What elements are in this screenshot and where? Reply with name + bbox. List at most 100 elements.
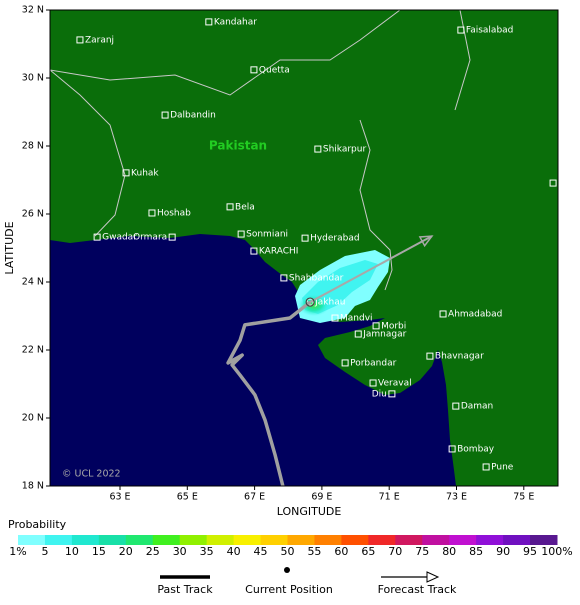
scale-label: 35 (200, 545, 214, 558)
place-label: Jaipur (557, 179, 580, 189)
scale-swatch (125, 535, 154, 545)
place-marker (331, 314, 339, 322)
scale-label: 5 (41, 545, 48, 558)
place-label: Sonmiani (246, 230, 288, 240)
tracks (226, 235, 434, 486)
scale-label: 100% (541, 545, 572, 558)
place-marker (314, 145, 322, 153)
axes: 63 E 65 E 67 E 69 E 71 E 73 E 75 E 32 N 30 N 28 N… (22, 5, 535, 503)
x-tick-label: 67 E (244, 492, 265, 503)
place-label: Bhavnagar (435, 352, 484, 362)
scale-swatch (395, 535, 423, 545)
scale-label: 25 (146, 545, 160, 558)
scale-label: 20 (119, 545, 133, 558)
past-track-label: Past Track (157, 583, 213, 596)
place-label: Gwadar (102, 233, 137, 243)
place-label: Dalbandin (170, 111, 216, 121)
place-label: Diu (372, 389, 387, 399)
scale-label: 65 (361, 545, 375, 558)
place-marker (226, 203, 234, 211)
y-tick-label: 20 N (22, 413, 44, 424)
place-marker (549, 179, 557, 187)
scale-label: 75 (415, 545, 429, 558)
probability-swath-core (298, 294, 330, 316)
place-marker (482, 463, 490, 471)
place-marker (237, 230, 245, 238)
scale-swatch (71, 535, 100, 545)
scale-swatch (341, 535, 369, 545)
country-label: Pakistan (209, 139, 267, 153)
scale-label: 95 (523, 545, 537, 558)
place-label: Faisalabad (466, 26, 514, 36)
place-marker (426, 352, 434, 360)
place-marker (250, 247, 258, 255)
place-label: Zaranj (85, 35, 114, 45)
y-tick-label: 30 N (22, 73, 44, 84)
copyright: © UCL 2022 (62, 469, 121, 480)
scale-swatch (287, 535, 315, 545)
current-position-label: Current Position (245, 583, 333, 596)
place-marker (93, 233, 101, 241)
scale-swatch (44, 535, 73, 545)
place-marker (250, 66, 258, 74)
place-marker (76, 36, 84, 44)
place-marker (148, 209, 156, 217)
scale-label: 80 (442, 545, 456, 558)
place-marker (457, 26, 465, 34)
place-marker (168, 233, 176, 241)
scale-swatch (449, 535, 477, 545)
current-position (305, 297, 315, 307)
place-label: Shikarpur (323, 145, 367, 155)
track-legend: Past Track Current Position Forecast Tra… (157, 567, 457, 596)
scale-swatch (179, 535, 208, 545)
place-label: Ormara (133, 233, 167, 243)
x-tick-label: 71 E (379, 492, 400, 503)
place-label: Porbandar (350, 358, 396, 368)
x-tick-label: 65 E (177, 492, 198, 503)
scale-swatch (18, 535, 46, 545)
scale-swatch (260, 535, 288, 545)
scale-label: 70 (388, 545, 402, 558)
x-tick-label: 73 E (446, 492, 467, 503)
forecast-arrowhead-swatch (426, 571, 440, 583)
place-marker (448, 445, 456, 453)
scale-swatch (503, 535, 531, 545)
place-marker (341, 359, 349, 367)
scale-label: 60 (334, 545, 348, 558)
place-label: Kandahar (214, 17, 257, 27)
place-label: Mandvi (340, 314, 373, 324)
y-tick-label: 32 N (22, 5, 44, 16)
scale-swatch (206, 535, 235, 545)
scale-label: 30 (173, 545, 187, 558)
scale-label: 40 (227, 545, 241, 558)
x-tick-label: 63 E (109, 492, 130, 503)
place-label: Bela (235, 202, 255, 212)
y-tick-label: 18 N (22, 481, 44, 492)
places: Kandahar Zaranj Faisalabad Quetta Dalbandin S… (76, 17, 580, 472)
map-frame (49, 9, 559, 487)
place-label: Bombay (457, 444, 495, 454)
y-axis-title: LATITUDE (3, 221, 16, 274)
place-label: Kuhak (131, 168, 159, 178)
place-marker (372, 322, 380, 330)
sea (50, 234, 456, 486)
place-label: Quetta (259, 65, 290, 75)
place-label: Jakhau (314, 298, 345, 308)
place-marker (205, 18, 213, 26)
y-tick-label: 28 N (22, 141, 44, 152)
scale-title: Probability (8, 518, 67, 531)
place-marker (452, 402, 460, 410)
place-label: Morbi (381, 321, 406, 331)
place-marker (388, 390, 396, 398)
forecast-track-label: Forecast Track (378, 583, 457, 596)
scale-swatch (152, 535, 181, 545)
place-marker (354, 330, 362, 338)
scale-label: 90 (496, 545, 510, 558)
place-label: Shahbandar (289, 273, 344, 283)
place-marker (161, 111, 169, 119)
place-label: KARACHI (259, 247, 299, 257)
forecast-arrowhead (418, 235, 434, 248)
y-tick-label: 24 N (22, 277, 44, 288)
